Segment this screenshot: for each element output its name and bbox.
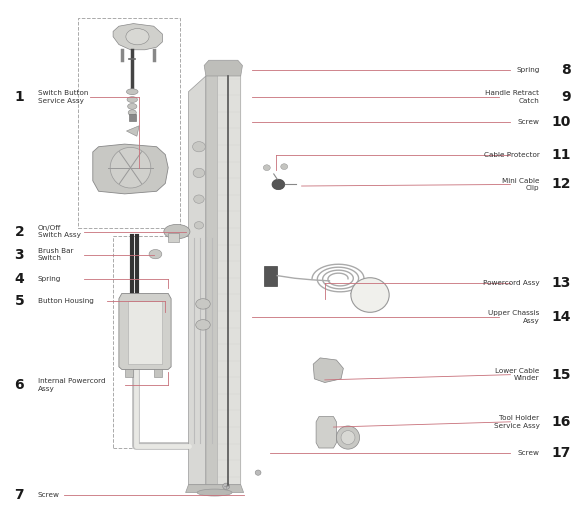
Text: Spring: Spring <box>38 276 61 282</box>
Text: Handle Retract
Catch: Handle Retract Catch <box>485 90 539 104</box>
Text: 5: 5 <box>14 294 24 308</box>
Bar <box>168 233 179 242</box>
Text: 3: 3 <box>14 248 24 261</box>
Polygon shape <box>206 68 241 485</box>
Ellipse shape <box>126 29 149 45</box>
Circle shape <box>351 278 389 312</box>
Polygon shape <box>126 126 139 136</box>
Ellipse shape <box>127 96 137 103</box>
Text: 9: 9 <box>561 90 571 104</box>
Polygon shape <box>186 485 244 493</box>
Text: 14: 14 <box>552 310 571 324</box>
Circle shape <box>255 470 261 475</box>
Polygon shape <box>119 293 171 369</box>
Text: 1: 1 <box>14 90 24 104</box>
Text: 15: 15 <box>552 368 571 381</box>
Text: Button Housing: Button Housing <box>38 298 93 304</box>
Polygon shape <box>316 417 336 448</box>
Ellipse shape <box>128 103 137 110</box>
Ellipse shape <box>196 320 210 330</box>
Text: 2: 2 <box>14 225 24 238</box>
Text: On/Off
Switch Assy: On/Off Switch Assy <box>38 225 81 238</box>
Text: 13: 13 <box>552 276 571 290</box>
Text: Tool Holder
Service Assy: Tool Holder Service Assy <box>494 415 539 429</box>
Ellipse shape <box>272 179 285 190</box>
Ellipse shape <box>341 431 355 444</box>
Text: Brush Bar
Switch: Brush Bar Switch <box>38 248 73 261</box>
Ellipse shape <box>193 168 205 178</box>
Text: Spring: Spring <box>516 67 539 73</box>
Ellipse shape <box>194 222 204 229</box>
Text: Lower Cable
Winder: Lower Cable Winder <box>495 368 539 381</box>
Text: Screw: Screw <box>517 118 539 125</box>
Polygon shape <box>313 358 343 383</box>
Polygon shape <box>113 24 162 50</box>
Circle shape <box>223 483 230 489</box>
Ellipse shape <box>149 249 162 259</box>
Text: 7: 7 <box>14 488 24 502</box>
Text: 12: 12 <box>552 178 571 191</box>
Text: Cable Protector: Cable Protector <box>484 151 539 158</box>
Bar <box>264 266 277 286</box>
Polygon shape <box>204 60 242 76</box>
Ellipse shape <box>126 89 138 95</box>
Ellipse shape <box>194 195 204 203</box>
Ellipse shape <box>196 299 210 309</box>
Ellipse shape <box>193 141 205 152</box>
Text: Switch Button
Service Assy: Switch Button Service Assy <box>38 90 88 104</box>
Text: 16: 16 <box>552 415 571 429</box>
Polygon shape <box>218 71 241 485</box>
Ellipse shape <box>164 224 190 239</box>
Text: Powercord Assy: Powercord Assy <box>483 280 539 286</box>
Text: 17: 17 <box>552 446 571 460</box>
Bar <box>125 369 133 377</box>
Polygon shape <box>188 76 206 485</box>
Text: 10: 10 <box>552 115 571 128</box>
Polygon shape <box>128 301 162 364</box>
Text: Internal Powercord
Assy: Internal Powercord Assy <box>38 378 106 392</box>
Ellipse shape <box>197 489 232 496</box>
Text: Screw: Screw <box>517 450 539 456</box>
Ellipse shape <box>336 426 360 449</box>
Ellipse shape <box>263 165 270 171</box>
Text: Mini Cable
Clip: Mini Cable Clip <box>502 178 539 191</box>
Polygon shape <box>93 144 168 194</box>
Bar <box>154 369 162 377</box>
Text: 4: 4 <box>14 272 24 286</box>
Text: Upper Chassis
Assy: Upper Chassis Assy <box>488 310 539 324</box>
Ellipse shape <box>128 110 136 116</box>
Ellipse shape <box>110 147 151 188</box>
Text: 8: 8 <box>561 63 571 77</box>
Text: 6: 6 <box>14 378 24 392</box>
Text: 11: 11 <box>552 148 571 161</box>
Ellipse shape <box>281 163 288 170</box>
Bar <box>113 236 238 448</box>
Bar <box>129 114 136 121</box>
Bar <box>78 18 180 228</box>
Text: Screw: Screw <box>38 492 60 498</box>
